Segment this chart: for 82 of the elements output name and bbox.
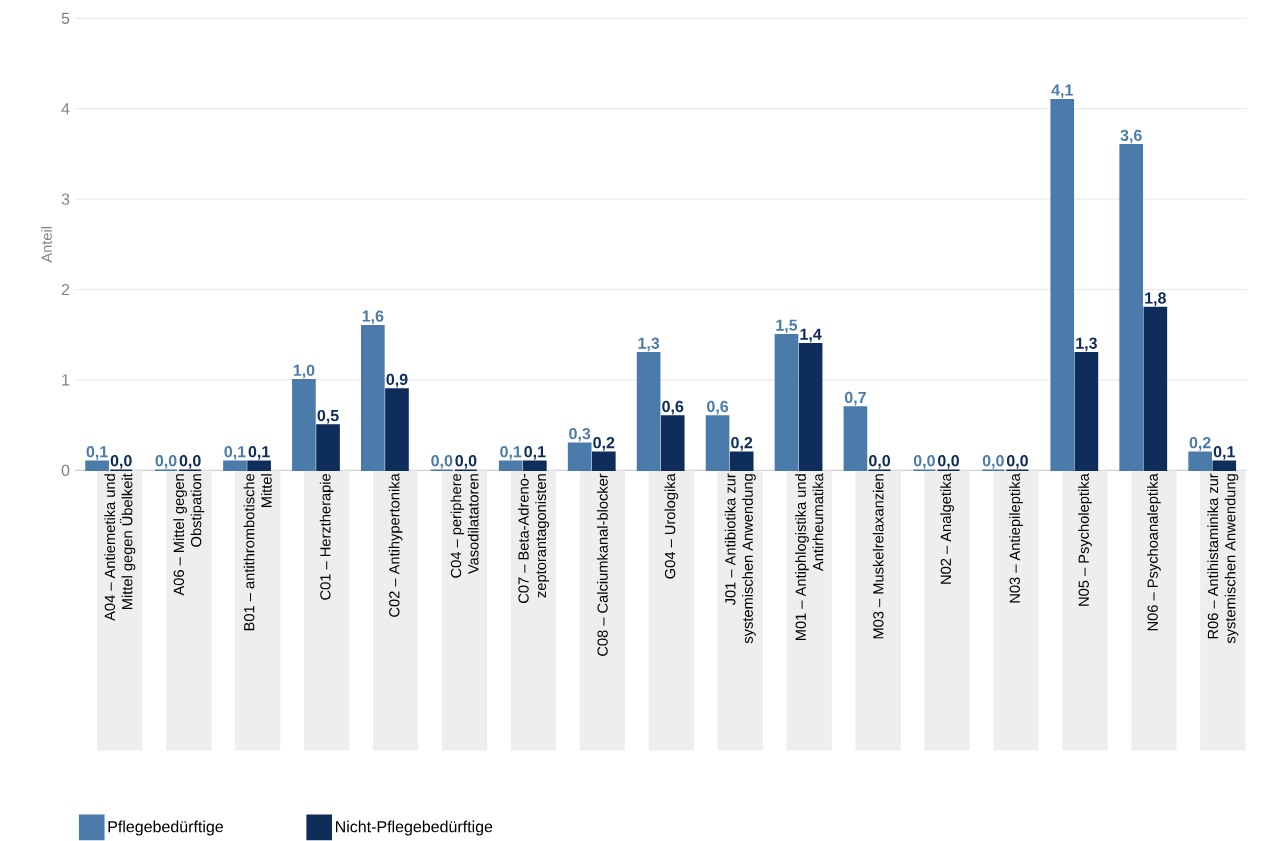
data-label: 0,5 (317, 409, 339, 424)
data-label: 4,1 (1051, 84, 1073, 99)
bar (660, 415, 685, 472)
x-tick-label: C02 – Antihypertonika (388, 473, 403, 617)
x-tick-label: C08 – Calciumkanal-blocker (597, 473, 608, 656)
bar (798, 342, 823, 472)
x-tick-label: C01 – Herztherapie (319, 473, 334, 600)
legend-label: Pflegebedürftige (108, 820, 223, 836)
data-label: 0,2 (1189, 437, 1211, 451)
x-tick-label: M03 – Muskelrelaxanzien (872, 474, 884, 639)
data-label: 0,2 (731, 437, 753, 451)
bar (85, 460, 109, 472)
y-tick-label: 5 (61, 12, 70, 24)
data-label: 1,3 (1076, 337, 1097, 352)
bar (567, 442, 592, 472)
data-label: 0,1 (86, 446, 108, 460)
x-tick-label: J01 – Antibiotika zur systemischen Anwendung (724, 473, 756, 644)
data-label: 0,1 (500, 446, 522, 460)
data-label: 0,6 (707, 400, 729, 415)
bar (705, 415, 730, 472)
x-tick-label: N06 – Psychoanaleptika (1147, 473, 1161, 631)
data-label: 0,1 (1213, 446, 1235, 460)
y-tick-label: 3 (61, 193, 70, 205)
y-axis-title: Anteil (41, 226, 52, 263)
y-tick-label: 2 (61, 283, 70, 296)
data-label: 0,0 (913, 455, 935, 469)
bar (843, 406, 868, 472)
data-label: 1,4 (800, 328, 822, 343)
x-tick-label: R06 – Antihistaminika zur systemischen Anwendung (1207, 473, 1239, 644)
data-label: 0,0 (155, 455, 177, 469)
bar (636, 352, 661, 472)
bar (1143, 306, 1168, 472)
data-label: 0,0 (982, 455, 1004, 469)
data-label: 1,8 (1145, 292, 1166, 306)
bar (523, 460, 547, 472)
data-label: 0,9 (386, 373, 408, 388)
x-tick-label: B01 – antithrombotische Mittel (243, 473, 272, 631)
x-tick-label: N03 – Antiepileptika (1009, 473, 1023, 603)
x-tick-label: A06 – Mittel gegen Obstipation (173, 474, 205, 596)
bar (591, 451, 616, 472)
bar (247, 460, 271, 472)
bar (729, 451, 754, 472)
bar (316, 424, 340, 472)
x-tick-label: N02 – Analgetika (940, 473, 954, 584)
data-label: 1,0 (293, 364, 315, 379)
data-label: 1,3 (638, 337, 660, 352)
y-tick-label: 0 (61, 464, 70, 476)
data-label: 0,0 (179, 455, 201, 469)
x-tick-label: A04 – Antiemetika und Mittel gegen Übelkeit (104, 473, 136, 621)
data-label: 0,3 (569, 427, 591, 442)
legend-label: Nicht-Pflegebedürftige (335, 820, 493, 836)
data-label: 0,0 (938, 455, 959, 469)
data-label: 0,0 (1006, 455, 1028, 469)
x-tick-label: C07 – Beta-Adreno-zeptorantagonisten (517, 473, 549, 603)
data-label: 0,0 (431, 455, 453, 469)
y-tick-label: 1 (62, 374, 70, 386)
bar (361, 324, 385, 472)
bar (1212, 460, 1237, 472)
bar (385, 388, 409, 472)
bar (1188, 451, 1212, 472)
x-tick-label: C04 – periphere Vasodilatatoren (450, 473, 479, 578)
bar (498, 460, 523, 472)
x-tick-label: N05 – Psycholeptika (1078, 473, 1092, 606)
bar (774, 333, 799, 472)
bar (292, 379, 316, 472)
bar (1074, 352, 1099, 472)
data-label: 3,6 (1120, 129, 1142, 144)
x-tick-label: G04 – Urologika (664, 473, 679, 579)
y-tick-label: 4 (61, 103, 70, 115)
data-label: 0,0 (455, 455, 477, 469)
data-label: 0,7 (844, 391, 866, 406)
data-label: 0,1 (524, 446, 546, 460)
data-label: 0,1 (248, 446, 270, 460)
bar (223, 460, 247, 472)
x-tick-label: M01 – Antiphlogistika und Antirheumatika (795, 473, 824, 640)
data-label: 0,0 (869, 455, 891, 469)
data-label: 0,0 (110, 455, 132, 469)
data-label: 0,1 (224, 446, 246, 460)
data-label: 1,6 (362, 310, 384, 325)
data-label: 1,5 (776, 319, 798, 334)
data-label: 0,2 (593, 437, 615, 451)
data-label: 0,6 (662, 400, 684, 415)
